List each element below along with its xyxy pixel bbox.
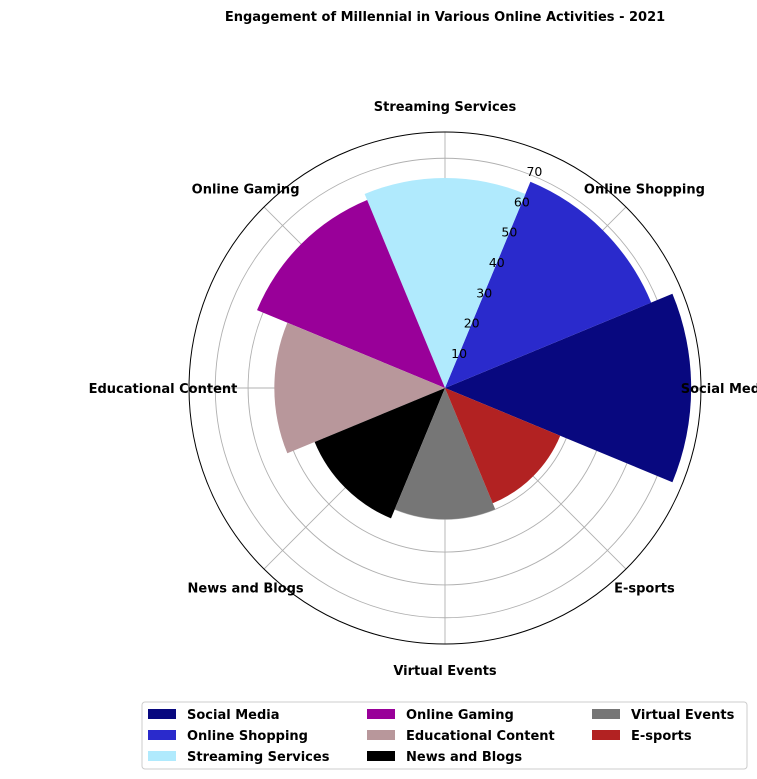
category-label: Educational Content: [89, 382, 238, 397]
legend-entry: E-sports: [631, 729, 692, 744]
category-label: E-sports: [614, 581, 675, 596]
bar-news-and-blogs: [314, 388, 445, 519]
legend-swatch: [148, 751, 176, 761]
legend-entry: News and Blogs: [406, 750, 522, 765]
bar-streaming-services: [364, 177, 526, 388]
bar-online-gaming: [257, 200, 445, 388]
legend-entry: Social Media: [187, 708, 280, 723]
legend-entry: Educational Content: [406, 729, 555, 744]
legend-swatch: [367, 709, 395, 719]
category-label: Virtual Events: [393, 664, 497, 679]
bar-virtual-events: [394, 388, 496, 520]
radial-tick-label: 40: [489, 255, 505, 270]
bar-educational-content: [274, 322, 445, 454]
legend-swatch: [148, 730, 176, 740]
category-label: Social Media: [681, 382, 757, 397]
legend: Social Media Online Shopping Streaming Ser…: [141, 701, 748, 770]
radial-tick-label: 50: [501, 225, 517, 240]
category-labels: Social Media Online Shopping Streaming Ser…: [89, 100, 757, 679]
radial-tick-label: 30: [476, 285, 492, 300]
legend-swatch: [367, 730, 395, 740]
chart-title: Engagement of Millennial in Various Onli…: [225, 10, 665, 25]
polar-frame: [188, 131, 702, 645]
legend-entry: Online Gaming: [406, 708, 514, 723]
legend-swatch: [367, 751, 395, 761]
category-label: Online Gaming: [192, 183, 300, 198]
bar-social-media: [445, 293, 692, 483]
legend-entry: Online Shopping: [187, 729, 308, 744]
radial-tick-label: 10: [451, 346, 467, 361]
category-label: Streaming Services: [374, 100, 517, 115]
legend-entry: Streaming Services: [187, 750, 330, 765]
category-label: News and Blogs: [188, 581, 304, 596]
legend-entry: Virtual Events: [631, 708, 735, 723]
legend-swatch: [592, 730, 620, 740]
radial-tick-label: 70: [526, 164, 542, 179]
bars: [257, 177, 692, 520]
bar-online-shopping: [445, 181, 652, 388]
legend-swatch: [592, 709, 620, 719]
legend-swatch: [148, 709, 176, 719]
radial-tick-labels: 10 20 30 40 50 60 70: [451, 164, 542, 361]
bar-e-sports: [445, 388, 561, 504]
category-label: Online Shopping: [584, 183, 705, 198]
radial-tick-label: 60: [514, 194, 530, 209]
radial-tick-label: 20: [464, 316, 480, 331]
